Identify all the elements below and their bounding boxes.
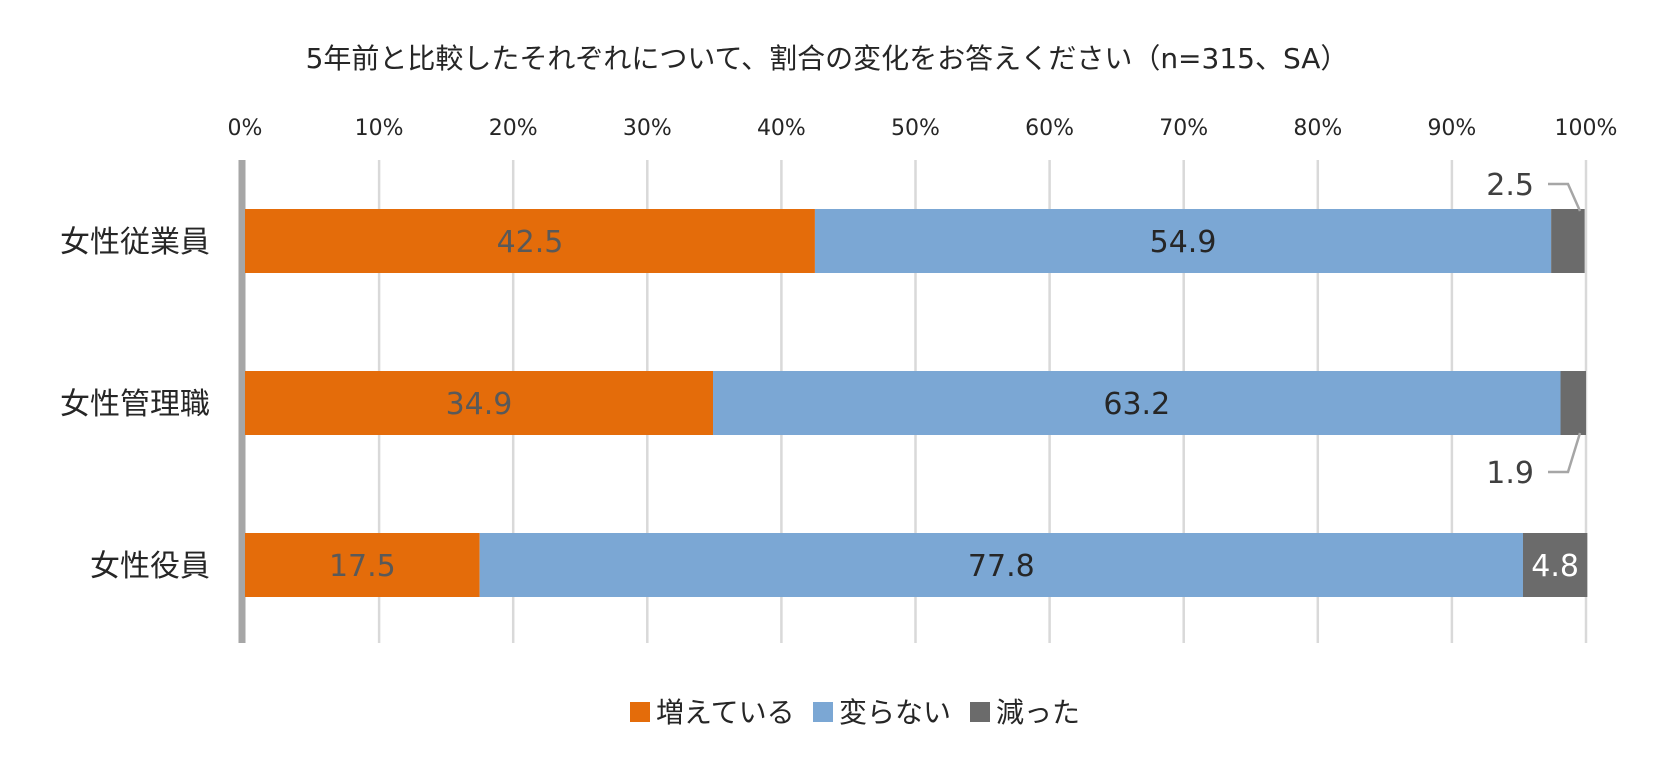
bar-segment [1522,533,1588,597]
bar-segment [713,371,1561,435]
x-tick-label: 40% [757,116,806,141]
data-label: 54.9 [1150,225,1217,260]
legend-label: 増えている [656,696,795,729]
data-label: 34.9 [446,387,513,422]
x-tick-label: 50% [891,116,940,141]
bar-layer [245,209,1588,597]
data-label: 63.2 [1103,387,1170,422]
leader-line [1548,432,1582,474]
category-label: 女性役員 [90,549,210,584]
x-tick-label: 30% [623,116,672,141]
data-label: 1.9 [1486,456,1534,491]
legend-swatch [813,702,833,722]
bar-segment [479,533,1523,597]
category-label: 女性管理職 [60,387,210,422]
data-label: 4.8 [1531,549,1579,584]
x-tick-label: 60% [1025,116,1074,141]
legend-label: 減った [996,696,1080,729]
legend-swatch [630,702,650,722]
data-label-layer: 42.5 54.9 2.5 34.9 63.2 1.9 17.5 77.8 4.8 [329,168,1582,584]
x-tick-label: 0% [228,116,263,141]
data-label: 2.5 [1486,168,1534,203]
data-label: 42.5 [497,225,564,260]
x-tick-label: 10% [355,116,404,141]
x-tick-label: 100% [1555,116,1618,141]
bar-segment [1551,209,1585,273]
legend-swatch [970,702,990,722]
bar-segment [1560,371,1586,435]
bar-segment [245,533,480,597]
x-axis-ticks: 0% 10% 20% 30% 40% 50% 60% 70% 80% 90% 100% [228,116,1618,141]
bar-segment [245,371,714,435]
category-label: 女性従業員 [60,225,210,260]
data-label: 77.8 [968,549,1035,584]
x-tick-label: 90% [1427,116,1476,141]
leader-line [1548,182,1582,212]
bar-segment [245,209,815,273]
x-tick-label: 20% [489,116,538,141]
data-label: 17.5 [329,549,396,584]
bar-segment [814,209,1552,273]
x-tick-label: 70% [1159,116,1208,141]
legend-label: 変らない [839,696,951,729]
legend: 増えている 変らない 減った [630,696,1080,729]
x-tick-label: 80% [1293,116,1342,141]
chart-title: 5年前と比較したそれぞれについて、割合の変化をお答えください（n=315、SA） [306,42,1349,75]
